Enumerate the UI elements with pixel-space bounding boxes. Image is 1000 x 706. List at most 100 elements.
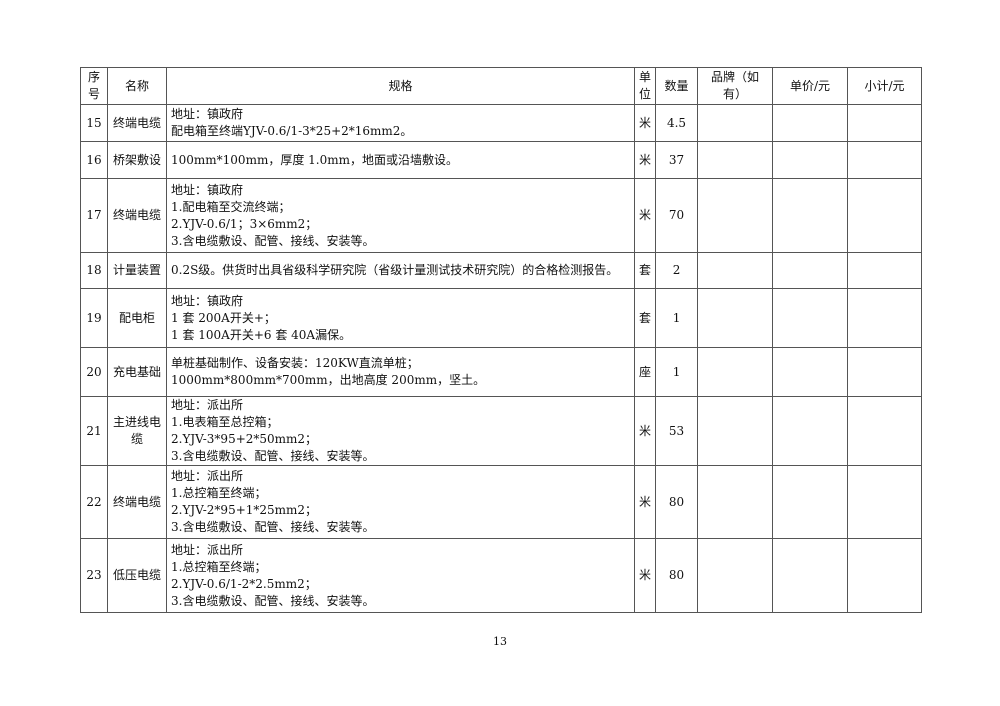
cell-qty: 2 [655, 252, 699, 289]
table-row: 21 主进线电缆 地址：派出所 1.电表箱至总控箱； 2.YJV-3*95+2*50mm… [80, 396, 923, 466]
table-row: 22 终端电缆 地址：派出所 1.总控箱至终端； 2.YJV-2*95+1*25mm2；… [80, 465, 923, 539]
cell-qty: 80 [655, 465, 699, 539]
cell-price [772, 465, 849, 539]
cell-no: 18 [80, 252, 108, 289]
table-row: 18 计量装置 0.2S级。供货时出具省级科学研究院（省级计量测试技术研究院）的合格… [80, 252, 923, 289]
cell-brand [697, 347, 774, 397]
spec-line: 2.YJV-0.6/1；3×6mm2； [171, 216, 318, 231]
cell-no: 17 [80, 178, 108, 253]
cell-qty: 80 [655, 538, 699, 613]
cell-no: 23 [80, 538, 108, 613]
spec-line: 3.含电缆敷设、配管、接线、安装等。 [171, 233, 375, 248]
cell-qty: 53 [655, 396, 699, 466]
cell-brand [697, 178, 774, 253]
cell-unit: 套 [633, 252, 657, 289]
spec-line: 地址：镇政府 [171, 182, 244, 197]
cell-name: 终端电缆 [107, 104, 167, 142]
cell-subtotal [847, 104, 923, 142]
cell-no: 16 [80, 141, 108, 179]
spec-line: 地址：镇政府 [171, 293, 244, 308]
cell-price [772, 104, 849, 142]
table-row: 20 充电基础 单桩基础制作、设备安装：120KW直流单桩； 1000mm*800mm… [80, 347, 923, 397]
cell-name: 终端电缆 [107, 465, 167, 539]
cell-spec: 地址：镇政府配电箱至终端YJV-0.6/1-3*25+2*16mm2。 [166, 104, 635, 142]
spec-line: 1 套 100A开关+6 套 40A漏保。 [171, 327, 352, 342]
cell-unit: 米 [633, 465, 657, 539]
cell-name: 桥架敷设 [107, 141, 167, 179]
spec-line: 100mm*100mm，厚度 1.0mm，地面或沿墙敷设。 [171, 152, 458, 167]
cell-subtotal [847, 538, 923, 613]
page-number: 13 [493, 635, 507, 648]
header-unit: 单位 [633, 67, 657, 105]
cell-brand [697, 538, 774, 613]
spec-line: 3.含电缆敷设、配管、接线、安装等。 [171, 520, 375, 534]
cell-qty: 37 [655, 141, 699, 179]
cell-spec: 地址：镇政府 1 套 200A开关+； 1 套 100A开关+6 套 40A漏保。 [166, 288, 635, 348]
cell-subtotal [847, 141, 923, 179]
header-row: 序号 名称 规格 单位 数量 品牌（如有） 单价/元 小计/元 [80, 67, 923, 105]
spec-line: 地址：派出所 [171, 542, 244, 557]
cell-no: 19 [80, 288, 108, 348]
spec-line: 1 套 200A开关+； [171, 310, 276, 325]
cell-brand [697, 104, 774, 142]
spec-line: 2.YJV-0.6/1-2*2.5mm2； [171, 576, 317, 591]
cell-price [772, 178, 849, 253]
cell-name: 配电柜 [107, 288, 167, 348]
spec-line: 地址：镇政府 [171, 107, 244, 121]
table-row: 16 桥架敷设 100mm*100mm，厚度 1.0mm，地面或沿墙敷设。 米 37 [80, 141, 923, 179]
cell-spec: 0.2S级。供货时出具省级科学研究院（省级计量测试技术研究院）的合格检测报告。 [166, 252, 635, 289]
cell-subtotal [847, 288, 923, 348]
cell-spec: 地址：派出所 1.总控箱至终端； 2.YJV-0.6/1-2*2.5mm2； 3.含电… [166, 538, 635, 613]
cell-subtotal [847, 347, 923, 397]
header-price: 单价/元 [772, 67, 849, 105]
spec-line: 配电箱至终端YJV-0.6/1-3*25+2*16mm2。 [171, 124, 413, 138]
cell-spec: 地址：派出所 1.总控箱至终端； 2.YJV-2*95+1*25mm2； 3.含电缆敷… [166, 465, 635, 539]
header-name: 名称 [107, 67, 167, 105]
cell-no: 20 [80, 347, 108, 397]
spec-line: 1.电表箱至总控箱； [171, 415, 279, 429]
spec-line: 1.总控箱至终端； [171, 559, 267, 574]
cell-price [772, 538, 849, 613]
spec-line: 3.含电缆敷设、配管、接线、安装等。 [171, 449, 375, 463]
cell-unit: 米 [633, 538, 657, 613]
cell-brand [697, 465, 774, 539]
cell-name: 主进线电缆 [107, 396, 167, 466]
cell-price [772, 288, 849, 348]
header-no: 序号 [80, 67, 108, 105]
cell-qty: 1 [655, 288, 699, 348]
spec-line: 地址：派出所 [171, 469, 244, 483]
header-qty: 数量 [655, 67, 699, 105]
spec-line: 1.总控箱至终端； [171, 486, 267, 500]
cell-unit: 套 [633, 288, 657, 348]
cell-subtotal [847, 178, 923, 253]
cell-unit: 米 [633, 178, 657, 253]
header-brand: 品牌（如有） [697, 67, 774, 105]
cell-unit: 米 [633, 396, 657, 466]
cell-no: 21 [80, 396, 108, 466]
cell-no: 15 [80, 104, 108, 142]
cell-qty: 70 [655, 178, 699, 253]
table-row: 15 终端电缆 地址：镇政府配电箱至终端YJV-0.6/1-3*25+2*16mm2… [80, 104, 923, 142]
spec-line: 3.含电缆敷设、配管、接线、安装等。 [171, 593, 375, 608]
cell-qty: 4.5 [655, 104, 699, 142]
cell-price [772, 396, 849, 466]
spec-line: 2.YJV-2*95+1*25mm2； [171, 503, 318, 517]
spec-line: 0.2S级。供货时出具省级科学研究院（省级计量测试技术研究院）的合格检测报告。 [171, 263, 619, 277]
cell-qty: 1 [655, 347, 699, 397]
spec-line: 1.配电箱至交流终端； [171, 199, 291, 214]
cell-subtotal [847, 465, 923, 539]
cell-price [772, 252, 849, 289]
cell-brand [697, 252, 774, 289]
spec-line: 单桩基础制作、设备安装：120KW直流单桩； [171, 356, 419, 370]
cell-no: 22 [80, 465, 108, 539]
bill-of-quantities-table: 序号 名称 规格 单位 数量 品牌（如有） 单价/元 小计/元 15 终端电缆 地址… [80, 67, 923, 613]
cell-price [772, 347, 849, 397]
spec-line: 2.YJV-3*95+2*50mm2； [171, 432, 318, 446]
table-row: 19 配电柜 地址：镇政府 1 套 200A开关+； 1 套 100A开关+6 套 40… [80, 288, 923, 348]
cell-spec: 地址：镇政府 1.配电箱至交流终端； 2.YJV-0.6/1；3×6mm2； 3.含电… [166, 178, 635, 253]
cell-name: 终端电缆 [107, 178, 167, 253]
cell-name: 充电基础 [107, 347, 167, 397]
cell-unit: 座 [633, 347, 657, 397]
cell-spec: 地址：派出所 1.电表箱至总控箱； 2.YJV-3*95+2*50mm2； 3.含电缆… [166, 396, 635, 466]
